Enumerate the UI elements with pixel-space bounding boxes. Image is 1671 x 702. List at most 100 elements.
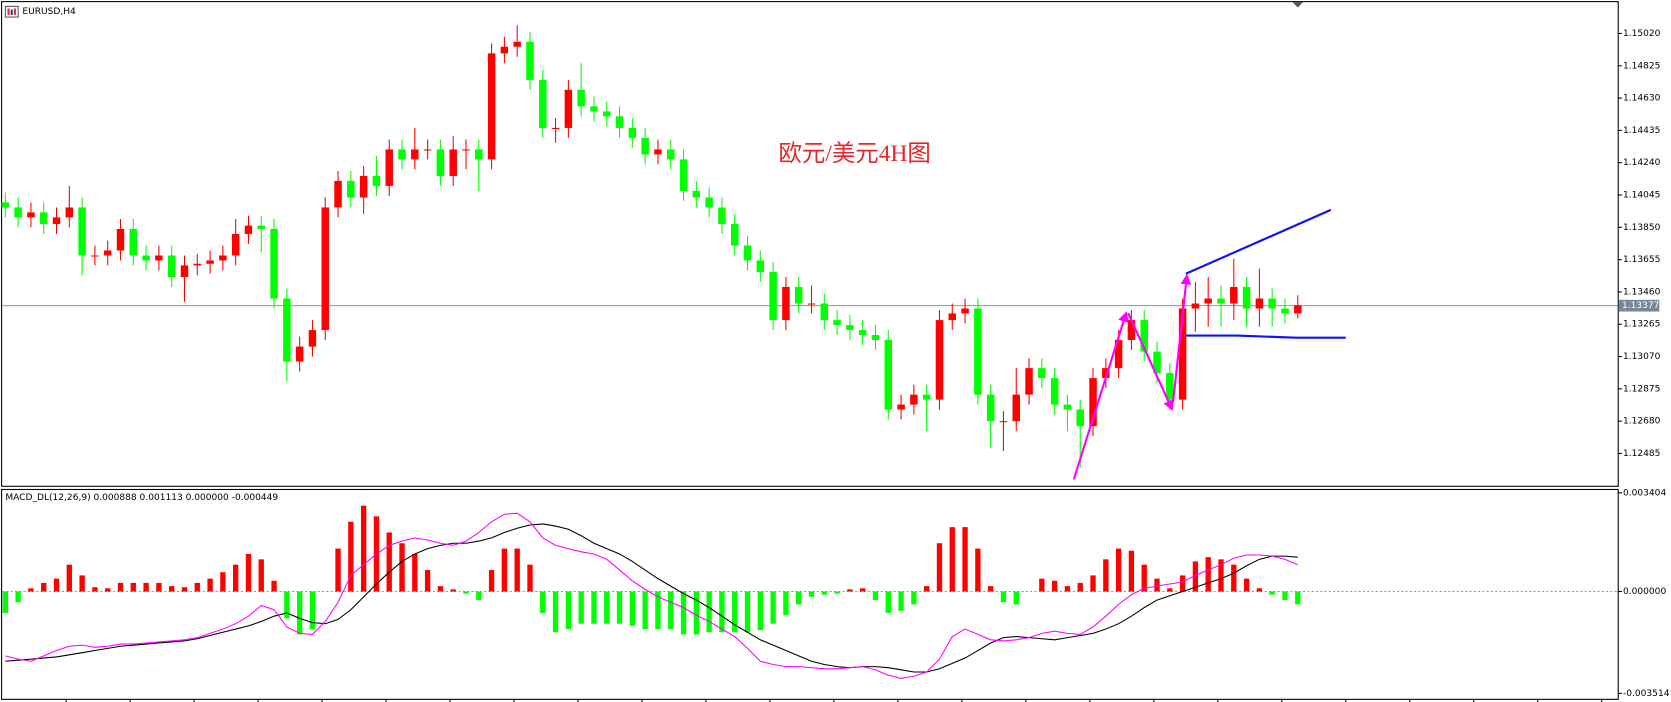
candle-body [1025,368,1033,395]
macd-histogram-bar [847,589,853,592]
macd-histogram-bar [271,580,277,592]
candle-body [1166,373,1174,400]
macd-histogram-bar [450,589,456,592]
macd-line [5,523,1298,673]
candle-body [1076,409,1084,427]
macd-histogram-bar [143,582,149,592]
candle-body [167,255,176,278]
candle-body [219,255,227,261]
macd-histogram-bar [79,575,85,592]
candle-body [743,245,752,261]
macd-histogram-bar [616,591,623,624]
macd-histogram-bar [1179,575,1186,592]
candle-body [321,207,329,331]
macd-histogram-bar [1167,588,1173,592]
candle-body [142,255,150,261]
macd-histogram-bar [987,586,994,592]
macd-histogram-bar [296,591,303,635]
macd-histogram-bar [642,591,648,630]
macd-histogram-bar [1243,578,1250,592]
candle-body [257,225,265,229]
candle-body [155,255,163,261]
candle-body [487,53,496,160]
macd-histogram-bar [1051,580,1058,592]
y-tick-label: 1.13850 [1623,223,1661,233]
macd-histogram-bar [1039,578,1045,592]
candle-body [641,137,649,155]
macd-histogram-bar [834,591,840,594]
macd-histogram-bar [2,591,8,613]
candle-body [794,286,803,304]
candle-body [103,250,112,256]
macd-histogram-bar [1103,559,1109,592]
macd-histogram-bar [975,548,981,592]
y-tick-label: 1.14240 [1623,158,1661,168]
macd-histogram-bar [962,527,968,592]
macd-histogram-bar [949,527,955,592]
macd-histogram-bar [284,591,290,619]
macd-histogram-bar [706,591,712,633]
y-tick-label: 1.14045 [1623,191,1660,201]
plot-area: 1.15020 1.14825 1.14630 1.14435 1.14240 1.140… [1,25,1670,699]
macd-histogram-bar [1205,557,1211,592]
candle-body [475,149,483,160]
candle-body [846,325,854,331]
macd-histogram-bar [130,582,136,592]
candle-body [1102,368,1110,379]
candle-body [129,228,138,256]
macd-histogram-bar [821,591,827,595]
candle-body [91,255,99,257]
macd-histogram-bar [233,564,239,592]
candle-body [692,190,701,198]
macd-histogram-bar [911,591,917,605]
candle-body [1127,320,1136,340]
macd-histogram-bar [463,591,469,594]
candle-body [1191,303,1200,309]
candle-body [398,149,406,160]
candle-body [564,89,573,128]
y-tick-label: 1.13460 [1623,287,1661,297]
symbol-icon [4,5,19,18]
candle-body [730,224,739,246]
symbol-title: EURUSD,H4 [22,7,76,17]
y-tick-label: 0.000000 [1623,587,1666,597]
candle-body [986,394,995,422]
macd-histogram-bar [591,591,597,624]
candle-body [654,149,662,155]
candle-body [1089,378,1097,427]
candle-body [180,265,189,278]
y-tick-label: 1.12485 [1623,449,1660,459]
macd-title: MACD_DL(12,26,9) 0.000888 0.001113 0.000… [5,493,278,503]
candle-body [436,149,445,176]
candle-body [590,106,598,112]
macd-histogram-bar [437,586,444,592]
macd-histogram-bar [1154,578,1160,592]
macd-panel-frame [1,488,1619,700]
y-tick-label: 0.003404 [1623,488,1666,498]
macd-histogram-bar [604,591,610,624]
y-tick-label: 1.12680 [1623,417,1661,427]
candle-body [385,149,393,186]
candle-body [705,197,713,208]
candle-body [1281,308,1289,314]
y-tick-label: 1.12875 [1623,384,1660,394]
candle-body [769,272,777,321]
candle-body [526,41,534,80]
candle-body [1,202,10,208]
candle-body [359,175,368,198]
macd-histogram-bar [655,591,661,630]
candle-body [65,207,74,218]
candle-body [1038,368,1046,379]
macd-histogram-bar [757,591,763,631]
macd-histogram-bar [105,588,111,592]
main-panel-frame [1,1,1619,487]
candle-body [820,303,829,321]
macd-histogram-bar [1256,588,1263,592]
candle-body [1153,351,1161,374]
macd-histogram-bar [770,591,776,624]
macd-histogram-bar [1064,586,1071,592]
candle-body [871,334,880,340]
macd-histogram-bar [156,582,162,592]
candle-body [78,207,86,256]
